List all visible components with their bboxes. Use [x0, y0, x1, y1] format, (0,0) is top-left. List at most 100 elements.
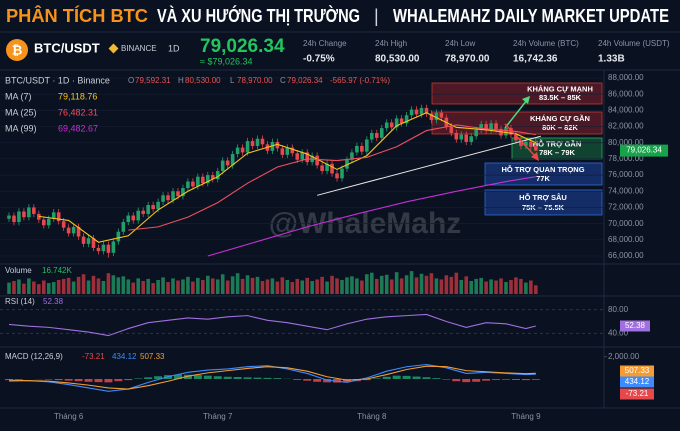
- macd-histogram-bar: [213, 376, 222, 379]
- arrow-up: [504, 99, 528, 129]
- stat-label: 24h Low: [445, 39, 475, 48]
- macd-histogram-bar: [54, 379, 63, 381]
- volume-bar: [325, 281, 329, 294]
- volume-bar: [225, 280, 230, 294]
- volume-bar: [469, 281, 474, 294]
- legend-key: L: [230, 76, 235, 85]
- volume-bar: [310, 281, 314, 294]
- volume-bar: [444, 275, 449, 294]
- volume-bar: [529, 280, 533, 294]
- volume-bar: [374, 278, 379, 294]
- candle-body: [494, 123, 498, 129]
- candle-body: [330, 163, 334, 174]
- volume-bar: [409, 271, 414, 294]
- candle-body: [22, 211, 26, 218]
- candle-body: [91, 238, 96, 248]
- candle-body: [429, 113, 434, 121]
- macd-histogram-bar: [134, 378, 143, 379]
- candle-body: [414, 109, 419, 115]
- btc-icon-glyph: ₿: [12, 42, 23, 57]
- annotation-range: 83.5K – 85K: [539, 93, 582, 102]
- volume-bar: [494, 280, 498, 294]
- macd-histogram-bar: [124, 379, 133, 381]
- volume-bar: [330, 275, 334, 294]
- candle-body: [280, 148, 285, 155]
- candle-body: [469, 136, 474, 142]
- macd-histogram-bar: [422, 377, 431, 379]
- candle-body: [131, 215, 136, 221]
- volume-bar: [61, 278, 66, 294]
- macd-histogram-bar: [511, 379, 520, 381]
- arrow-head: [531, 152, 539, 161]
- candle-body: [434, 112, 439, 121]
- candle-body: [235, 147, 240, 155]
- volume-bar: [365, 274, 369, 294]
- volume-bar: [335, 278, 339, 294]
- volume-bar: [315, 279, 319, 294]
- annotation-box: [484, 189, 603, 216]
- candle-body: [201, 176, 205, 184]
- volume-bar: [285, 279, 290, 294]
- annotation-box: [484, 162, 603, 186]
- stat-label: 24h Volume (BTC): [513, 39, 579, 48]
- exchange: BINANCE: [121, 44, 157, 53]
- legend-name: MA (7): [5, 91, 32, 101]
- title-separator: |: [374, 6, 379, 26]
- candle-body: [424, 107, 429, 114]
- annotation-title: HỖ TRỢ GẦN: [533, 139, 581, 149]
- candle-body: [315, 155, 319, 166]
- candle-body: [345, 159, 349, 169]
- candle-body: [419, 107, 424, 115]
- y-tick-label: 86,000.00: [608, 89, 644, 98]
- candle-body: [245, 141, 250, 153]
- annotation-range: 77K: [536, 174, 550, 183]
- macd-histogram-bar: [5, 379, 13, 381]
- candle-body: [285, 147, 290, 155]
- volume-bar: [295, 278, 300, 294]
- volume-bar: [191, 281, 195, 294]
- volume-bar: [379, 275, 384, 294]
- legend-key: H: [178, 76, 184, 85]
- macd-histogram-bar: [323, 379, 332, 383]
- y-tick-label: 80,000.00: [608, 138, 644, 147]
- value-tag: [620, 376, 654, 388]
- volume-bar: [27, 278, 31, 294]
- candle-body: [370, 133, 374, 140]
- candle-body: [106, 244, 111, 253]
- volume-bar: [126, 279, 131, 294]
- candle-body: [32, 207, 36, 214]
- x-tick-label: Tháng 6: [54, 412, 84, 421]
- interval: 1D: [168, 43, 180, 53]
- candle-body: [146, 205, 150, 214]
- candle-body: [51, 212, 56, 219]
- candle-body: [489, 123, 493, 131]
- volume-bar: [534, 285, 538, 294]
- macd-histogram-bar: [223, 376, 232, 379]
- macd-histogram-bar: [452, 379, 461, 382]
- candle-body: [121, 222, 126, 232]
- volume-bar: [215, 279, 220, 294]
- candle-body: [260, 138, 265, 145]
- annotation-title: KHÁNG CỰ MẠNH: [527, 85, 593, 94]
- value-tag: [620, 365, 654, 377]
- volume-bar: [350, 276, 354, 294]
- plot: 66,000.00 68,000.00 70,000.00 72,000.00 74,0…: [0, 73, 668, 421]
- volume-bar: [201, 279, 205, 294]
- macd-histogram-bar: [521, 379, 530, 381]
- stat-label: 24h High: [375, 39, 407, 48]
- value-tag-label: 52.38: [625, 321, 646, 330]
- macd-histogram-bar: [372, 378, 381, 379]
- value-tag-label: 507.33: [625, 366, 650, 375]
- candle-body: [399, 118, 404, 124]
- value-tag: [620, 320, 650, 332]
- btc-icon: [6, 39, 28, 61]
- volume-bar: [81, 274, 86, 294]
- macd-histogram-bar: [173, 374, 182, 379]
- y-tick-label: 66,000.00: [608, 251, 644, 260]
- candle-body: [389, 122, 394, 128]
- macd-histogram-bar: [392, 375, 401, 379]
- macd-histogram-bar: [472, 379, 481, 382]
- candle-body: [61, 221, 66, 228]
- volume-bar: [91, 275, 96, 294]
